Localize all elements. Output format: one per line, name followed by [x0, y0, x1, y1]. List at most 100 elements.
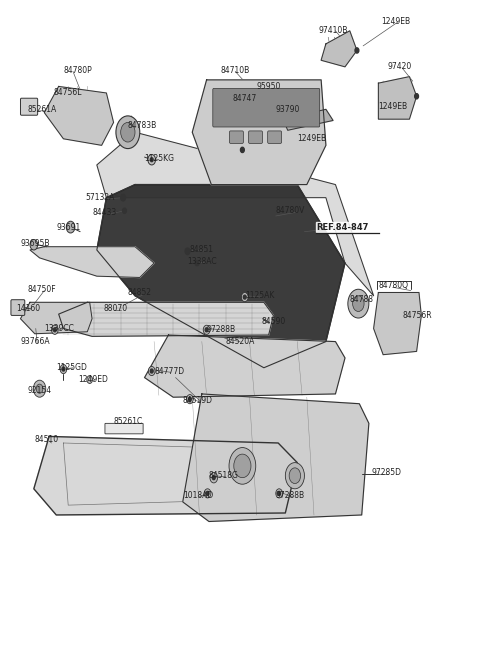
- Text: 84710B: 84710B: [221, 66, 250, 75]
- Text: 84780P: 84780P: [63, 66, 92, 75]
- Circle shape: [355, 48, 359, 53]
- Text: 14160: 14160: [16, 304, 40, 313]
- Circle shape: [210, 472, 217, 483]
- Circle shape: [36, 384, 43, 394]
- Circle shape: [195, 260, 199, 265]
- Circle shape: [415, 94, 419, 99]
- Circle shape: [87, 376, 93, 384]
- Text: 84510: 84510: [35, 435, 59, 444]
- Text: 84590: 84590: [262, 317, 286, 327]
- Text: 1249ED: 1249ED: [78, 375, 108, 384]
- Polygon shape: [321, 31, 357, 67]
- Circle shape: [150, 158, 153, 162]
- Text: 92154: 92154: [28, 386, 52, 395]
- FancyBboxPatch shape: [268, 131, 281, 143]
- FancyBboxPatch shape: [21, 98, 37, 115]
- Text: REF.84-847: REF.84-847: [316, 223, 369, 232]
- Text: 85261C: 85261C: [114, 417, 143, 426]
- Circle shape: [285, 463, 304, 489]
- Text: 84852: 84852: [128, 288, 152, 297]
- Text: 84519D: 84519D: [183, 396, 213, 405]
- Circle shape: [241, 292, 248, 302]
- Circle shape: [205, 328, 208, 332]
- Polygon shape: [44, 87, 114, 145]
- Polygon shape: [34, 436, 297, 515]
- Text: 84780V: 84780V: [276, 206, 305, 215]
- Text: 84747: 84747: [233, 94, 257, 102]
- Circle shape: [234, 454, 251, 478]
- Circle shape: [53, 328, 56, 332]
- Circle shape: [51, 325, 58, 334]
- Text: 84518G: 84518G: [209, 471, 239, 480]
- Circle shape: [204, 489, 211, 498]
- Text: 1018AD: 1018AD: [183, 491, 213, 500]
- Circle shape: [353, 296, 364, 311]
- Text: 84783B: 84783B: [128, 121, 157, 130]
- Text: 1339CC: 1339CC: [44, 324, 74, 333]
- Text: 97410B: 97410B: [319, 26, 348, 35]
- Circle shape: [66, 221, 75, 233]
- Text: 84777D: 84777D: [154, 367, 184, 376]
- Text: 97420: 97420: [388, 62, 412, 72]
- Circle shape: [276, 489, 282, 498]
- Circle shape: [150, 369, 153, 373]
- Polygon shape: [30, 247, 154, 277]
- Circle shape: [348, 289, 369, 318]
- Circle shape: [289, 468, 300, 484]
- Text: 93766A: 93766A: [21, 337, 50, 346]
- Polygon shape: [144, 335, 345, 397]
- Circle shape: [120, 194, 125, 201]
- Circle shape: [34, 380, 46, 397]
- Circle shape: [185, 248, 190, 254]
- Text: 93691: 93691: [56, 223, 81, 232]
- Text: 84433: 84433: [92, 208, 116, 217]
- Text: 84750F: 84750F: [28, 284, 56, 294]
- Text: 84756R: 84756R: [402, 311, 432, 320]
- Text: 85261A: 85261A: [28, 105, 57, 114]
- Circle shape: [122, 208, 126, 214]
- Text: 88070: 88070: [104, 304, 128, 313]
- FancyBboxPatch shape: [249, 131, 263, 143]
- Text: 1338AC: 1338AC: [188, 257, 217, 265]
- Circle shape: [229, 447, 256, 484]
- Circle shape: [187, 395, 193, 404]
- Circle shape: [189, 397, 192, 401]
- FancyBboxPatch shape: [229, 131, 243, 143]
- Text: 1125GD: 1125GD: [56, 363, 87, 373]
- Circle shape: [60, 365, 67, 374]
- Circle shape: [116, 116, 140, 148]
- Circle shape: [30, 240, 37, 250]
- Text: 84851: 84851: [190, 246, 214, 254]
- Polygon shape: [21, 302, 92, 334]
- FancyBboxPatch shape: [213, 89, 320, 127]
- Polygon shape: [97, 132, 373, 296]
- Polygon shape: [183, 394, 369, 522]
- Text: 1125AK: 1125AK: [245, 291, 274, 300]
- Polygon shape: [373, 292, 421, 355]
- Circle shape: [203, 325, 210, 334]
- Text: 1249EB: 1249EB: [381, 16, 410, 26]
- Text: 97285D: 97285D: [371, 468, 401, 477]
- Text: 84520A: 84520A: [226, 337, 255, 346]
- Polygon shape: [192, 80, 326, 185]
- FancyBboxPatch shape: [105, 423, 143, 434]
- Circle shape: [212, 476, 215, 480]
- Text: 84788: 84788: [350, 294, 374, 304]
- Text: 84780Q: 84780Q: [378, 281, 408, 290]
- Circle shape: [243, 295, 246, 299]
- Circle shape: [278, 491, 281, 495]
- Text: 1125KG: 1125KG: [144, 154, 175, 163]
- Text: 97288B: 97288B: [276, 491, 305, 500]
- Text: 97288B: 97288B: [206, 325, 236, 334]
- Text: 84756L: 84756L: [54, 89, 83, 97]
- FancyBboxPatch shape: [11, 300, 25, 315]
- Text: 1249EB: 1249EB: [297, 134, 326, 143]
- Polygon shape: [283, 109, 333, 130]
- Text: 93695B: 93695B: [21, 239, 50, 248]
- Text: 57132A: 57132A: [85, 193, 114, 202]
- Polygon shape: [59, 302, 274, 336]
- Circle shape: [206, 491, 209, 495]
- Circle shape: [120, 122, 135, 142]
- Text: 95950: 95950: [257, 82, 281, 91]
- Text: 1249EB: 1249EB: [378, 102, 408, 110]
